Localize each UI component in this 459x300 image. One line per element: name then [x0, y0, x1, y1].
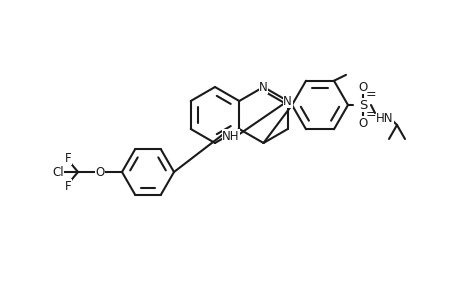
Text: N: N: [258, 80, 267, 94]
Text: =: =: [365, 109, 375, 122]
Text: HN: HN: [375, 112, 393, 124]
Text: S: S: [358, 98, 366, 112]
Text: O: O: [95, 166, 104, 178]
Text: O: O: [358, 116, 367, 130]
Text: Cl: Cl: [52, 166, 64, 178]
Text: NH: NH: [222, 130, 239, 143]
Text: N: N: [283, 94, 291, 107]
Text: =: =: [365, 88, 375, 101]
Text: F: F: [65, 179, 71, 193]
Text: F: F: [65, 152, 71, 164]
Text: O: O: [358, 80, 367, 94]
